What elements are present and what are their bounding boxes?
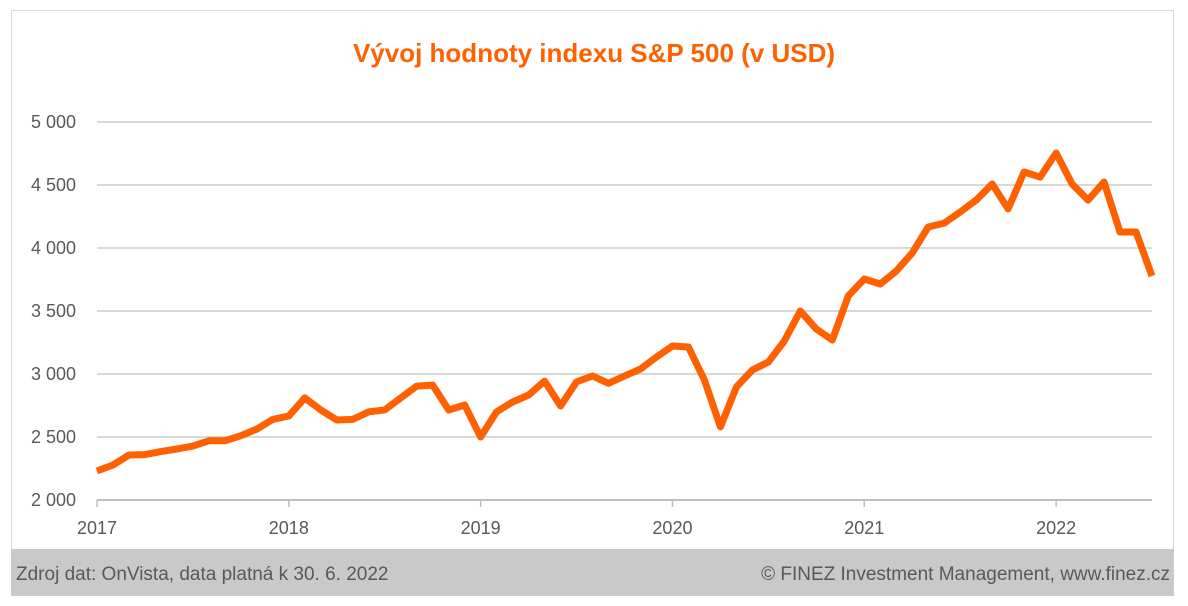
chart-frame <box>11 10 1174 596</box>
x-tick-label: 2018 <box>269 518 309 538</box>
x-tick-label: 2022 <box>1036 518 1076 538</box>
source-note: Zdroj dat: OnVista, data platná k 30. 6.… <box>16 564 389 585</box>
y-tick-label: 2 500 <box>31 427 76 447</box>
y-tick-label: 3 500 <box>31 301 76 321</box>
y-tick-label: 4 000 <box>31 238 76 258</box>
y-tick-label: 2 000 <box>31 490 76 510</box>
copyright-note: © FINEZ Investment Management, www.finez… <box>761 564 1170 585</box>
footer: Zdroj dat: OnVista, data platná k 30. 6.… <box>11 549 1174 596</box>
x-tick-label: 2017 <box>77 518 117 538</box>
y-tick-label: 3 000 <box>31 364 76 384</box>
chart-title: Vývoj hodnoty indexu S&P 500 (v USD) <box>352 38 836 68</box>
y-tick-label: 5 000 <box>31 112 76 132</box>
x-tick-label: 2021 <box>844 518 884 538</box>
x-tick-label: 2020 <box>652 518 692 538</box>
x-tick-label: 2019 <box>461 518 501 538</box>
y-tick-label: 4 500 <box>31 175 76 195</box>
